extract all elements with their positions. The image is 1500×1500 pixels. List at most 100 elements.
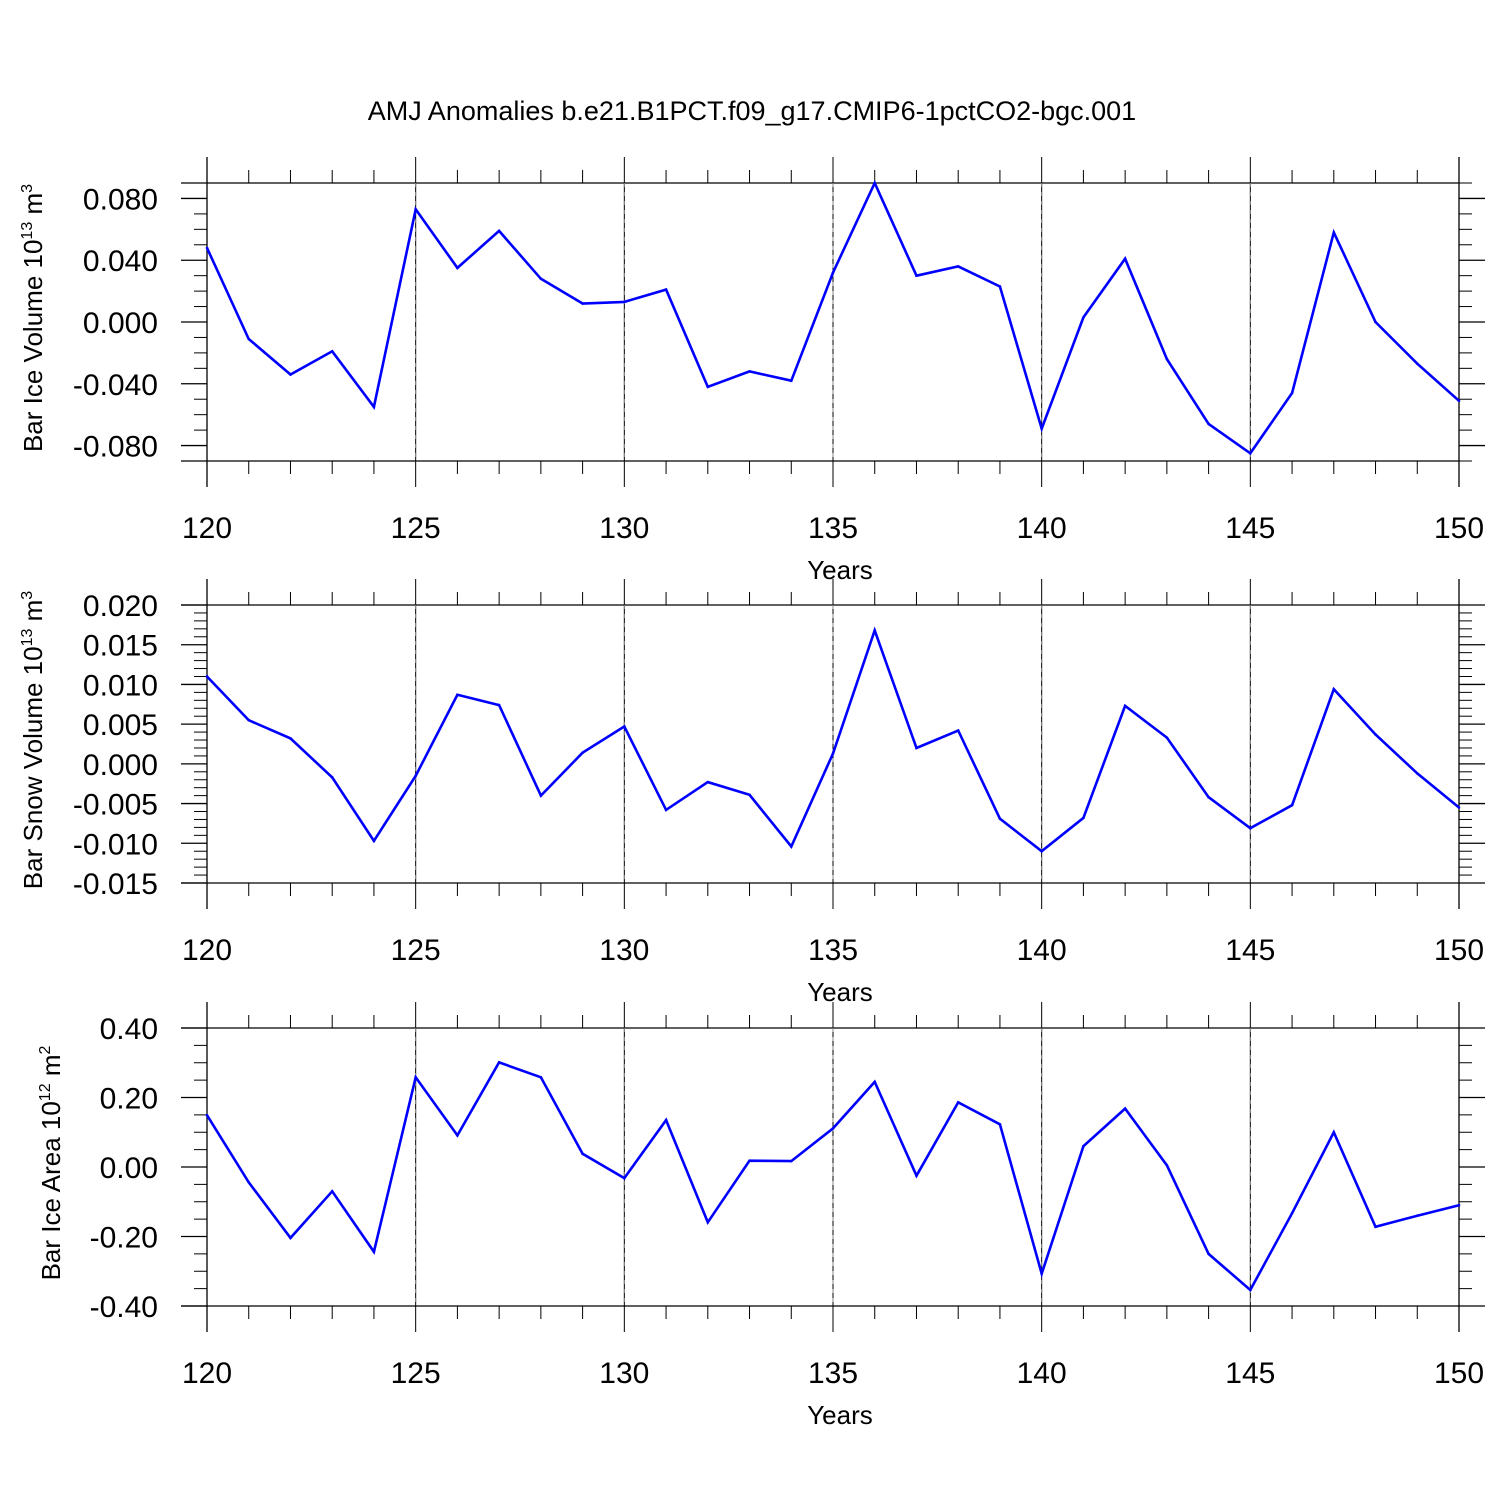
data-point bbox=[456, 693, 459, 697]
y-axis-title-superscript: 2 bbox=[37, 1045, 54, 1054]
y-tick-label: 0.000 bbox=[83, 749, 158, 782]
data-point bbox=[831, 271, 835, 274]
x-tick-label: 120 bbox=[182, 512, 232, 545]
data-point bbox=[247, 718, 251, 722]
x-tick-label: 150 bbox=[1434, 512, 1484, 545]
data-point bbox=[1165, 736, 1169, 739]
data-point bbox=[1290, 803, 1294, 807]
data-point bbox=[1332, 231, 1336, 234]
y-axis-title-part: Bar Ice Area 10 bbox=[36, 1101, 66, 1280]
data-point bbox=[456, 1134, 459, 1137]
data-point bbox=[539, 794, 543, 797]
data-point bbox=[873, 1080, 877, 1084]
x-tick-label: 130 bbox=[599, 934, 649, 967]
data-point bbox=[1332, 687, 1336, 691]
data-point bbox=[623, 725, 626, 728]
data-point bbox=[998, 285, 1002, 288]
x-tick-label: 135 bbox=[808, 1357, 858, 1390]
x-tick-label: 125 bbox=[391, 1357, 441, 1390]
data-point bbox=[956, 265, 960, 268]
y-tick-label: 0.010 bbox=[83, 669, 158, 702]
data-point bbox=[748, 370, 751, 373]
data-point bbox=[1332, 1130, 1336, 1134]
data-point bbox=[1165, 357, 1169, 361]
data-point bbox=[330, 1190, 334, 1193]
data-point bbox=[205, 1113, 209, 1117]
y-tick-label: 0.40 bbox=[100, 1013, 158, 1046]
data-point bbox=[539, 1076, 543, 1079]
data-point bbox=[1290, 391, 1294, 395]
y-axis-title-part: Bar Snow Volume 10 bbox=[18, 646, 48, 889]
x-tick-label: 135 bbox=[808, 512, 858, 545]
y-tick-label: 0.040 bbox=[83, 245, 158, 278]
data-point bbox=[247, 337, 251, 341]
y-axis-title-part: m bbox=[18, 193, 48, 222]
x-axis-title: Years bbox=[807, 555, 873, 585]
x-axis-title: Years bbox=[807, 977, 873, 1007]
data-point bbox=[330, 776, 334, 779]
x-tick-label: 145 bbox=[1225, 1357, 1275, 1390]
data-point bbox=[1123, 704, 1127, 708]
data-point bbox=[1457, 399, 1461, 403]
data-point bbox=[330, 350, 334, 353]
x-tick-label: 145 bbox=[1225, 934, 1275, 967]
x-tick-label: 135 bbox=[808, 934, 858, 967]
y-tick-label: -0.005 bbox=[73, 789, 158, 822]
data-point bbox=[831, 752, 835, 755]
data-point bbox=[1207, 795, 1210, 799]
y-tick-label: -0.20 bbox=[90, 1222, 158, 1255]
data-point bbox=[1082, 816, 1085, 820]
x-tick-label: 145 bbox=[1225, 512, 1275, 545]
data-point bbox=[456, 266, 459, 270]
data-point bbox=[1457, 1203, 1461, 1207]
data-point bbox=[789, 845, 793, 848]
data-point bbox=[289, 737, 292, 740]
data-point bbox=[1249, 451, 1252, 455]
data-point bbox=[789, 1159, 793, 1163]
data-point bbox=[789, 379, 793, 382]
data-point bbox=[956, 1101, 960, 1104]
data-point bbox=[664, 1118, 668, 1122]
x-tick-label: 140 bbox=[1017, 512, 1067, 545]
y-axis-title-superscript: 13 bbox=[19, 222, 36, 240]
data-point bbox=[414, 774, 417, 778]
y-tick-label: 0.000 bbox=[83, 307, 158, 340]
data-point bbox=[1123, 257, 1127, 260]
data-point bbox=[748, 793, 751, 797]
y-tick-label: -0.080 bbox=[73, 431, 158, 464]
data-point bbox=[1040, 849, 1043, 853]
x-axis-title: Years bbox=[807, 1400, 873, 1430]
data-point bbox=[414, 207, 417, 211]
data-point bbox=[497, 229, 501, 233]
data-point bbox=[1249, 826, 1252, 830]
y-tick-label: 0.020 bbox=[83, 590, 158, 623]
data-point bbox=[372, 839, 376, 843]
y-tick-label: -0.010 bbox=[73, 828, 158, 861]
x-tick-label: 150 bbox=[1434, 1357, 1484, 1390]
y-axis-title: Bar Ice Area 1012 m2 bbox=[36, 1045, 66, 1280]
data-point bbox=[706, 385, 710, 389]
data-point bbox=[289, 1236, 292, 1240]
panel-snow-volume: 120 125 130 135 140 145 150 -0.015 -0.010 -0.005 0… bbox=[18, 579, 1485, 1007]
y-axis-title-superscript: 3 bbox=[19, 184, 36, 193]
x-tick-label: 120 bbox=[182, 1357, 232, 1390]
data-point bbox=[748, 1159, 751, 1163]
panel-ice-area: 120 125 130 135 140 145 150 -0.40 -0.20 0.00 0.20 0… bbox=[36, 1002, 1485, 1430]
data-point bbox=[915, 274, 918, 277]
data-point bbox=[915, 1174, 918, 1177]
data-point bbox=[205, 675, 209, 678]
y-tick-label: -0.015 bbox=[73, 868, 158, 901]
data-point bbox=[1082, 316, 1085, 319]
data-point bbox=[247, 1180, 251, 1184]
data-point bbox=[581, 302, 584, 305]
data-point bbox=[915, 746, 918, 750]
data-point bbox=[706, 1220, 710, 1224]
data-point bbox=[1082, 1144, 1085, 1148]
data-point bbox=[1123, 1107, 1127, 1110]
data-point bbox=[1374, 733, 1377, 736]
x-tick-label: 130 bbox=[599, 1357, 649, 1390]
data-point bbox=[497, 703, 501, 707]
x-tick-label: 140 bbox=[1017, 934, 1067, 967]
x-tick-label: 150 bbox=[1434, 934, 1484, 967]
